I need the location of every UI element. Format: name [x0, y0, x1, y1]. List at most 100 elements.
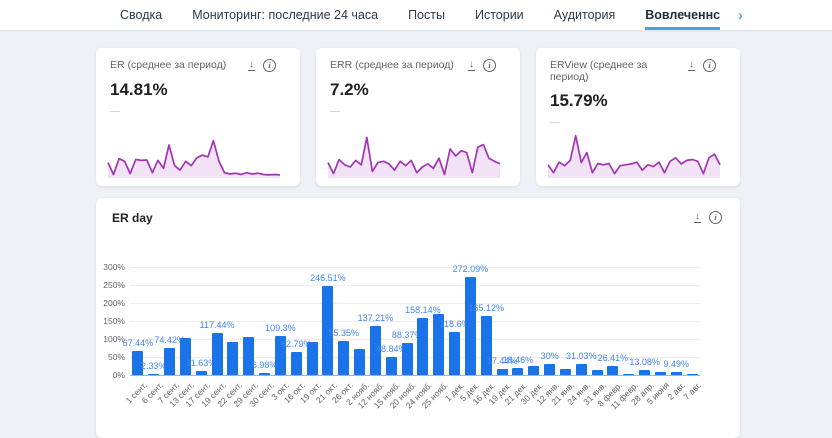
x-axis-label: 7 авг. — [681, 380, 704, 402]
download-icon[interactable]: ↓ — [694, 211, 701, 223]
bar-11 февр.[interactable] — [623, 373, 635, 375]
card-subtitle-dash: — — [330, 106, 340, 117]
card-title: ERView (среднее за период) — [550, 59, 648, 83]
gridline-250% — [130, 285, 700, 286]
bar-1 дек.[interactable] — [449, 332, 461, 375]
gridline-150% — [130, 321, 700, 322]
bar-30 сент.[interactable] — [259, 372, 271, 375]
download-icon[interactable]: ↓ — [468, 59, 475, 71]
gridline-100% — [130, 339, 700, 340]
bar-25 нояб.[interactable] — [433, 313, 445, 375]
bar-1 сент.[interactable] — [132, 350, 144, 375]
gridline-200% — [130, 303, 700, 304]
info-icon[interactable]: i — [709, 211, 722, 224]
bar-16 окт.[interactable] — [290, 352, 302, 375]
bar-value-label: 13.08% — [629, 357, 660, 368]
card-title: ER (среднее за период) — [110, 59, 227, 71]
card-value: 14.81% — [110, 80, 168, 99]
tabs-overflow-chevron-icon[interactable]: › — [738, 7, 743, 23]
card-value: 7.2% — [330, 80, 369, 99]
bar-value-label: 62.79% — [281, 339, 312, 350]
bar-19 окт.[interactable] — [306, 341, 318, 375]
card-title: ERR (среднее за период) — [330, 59, 454, 71]
chart-title: ER day — [112, 211, 153, 225]
sparkline-chart — [107, 139, 281, 178]
bar-26 окт.[interactable] — [338, 340, 350, 375]
y-axis-label: 0% — [112, 370, 125, 380]
bar-12 нояб.[interactable] — [369, 325, 381, 375]
y-axis-label: 150% — [103, 316, 125, 326]
bar-3 окт.[interactable] — [274, 335, 286, 375]
bar-30 дек.[interactable] — [528, 366, 540, 375]
tab-bar: Сводка Мониторинг: последние 24 часа Посты… — [0, 0, 832, 30]
bar-19 сент.[interactable] — [211, 332, 223, 375]
bar-29 сент.[interactable] — [243, 336, 255, 375]
bar-value-label: 109.3% — [265, 322, 296, 333]
bar-22 сент.[interactable] — [227, 341, 239, 375]
bar-16 дек.[interactable] — [480, 315, 492, 375]
bar-value-label: 18.46% — [502, 355, 534, 366]
bar-value-label: 246.51% — [310, 273, 346, 284]
y-axis-label: 50% — [107, 352, 125, 362]
bar-value-label: 26.41% — [597, 352, 629, 363]
info-icon[interactable]: i — [263, 59, 276, 72]
bar-17 сент.[interactable] — [195, 370, 207, 375]
gridline-300% — [130, 267, 700, 268]
y-axis-label: 250% — [103, 280, 125, 290]
bar-7 авг.[interactable] — [686, 373, 698, 375]
bar-21 дек.[interactable] — [512, 368, 524, 375]
bar-value-label: 6.98% — [251, 359, 278, 370]
tab-summary[interactable]: Сводка — [120, 8, 163, 22]
bar-value-label: 95.35% — [328, 327, 360, 338]
tab-monitoring-24h[interactable]: Мониторинг: последние 24 часа — [192, 8, 379, 22]
sparkline-chart — [547, 134, 721, 178]
bar-13 сент.[interactable] — [179, 337, 191, 375]
bar-12 янв.[interactable] — [544, 364, 556, 375]
bar-24 янв.[interactable] — [575, 363, 587, 375]
gridline-0% — [130, 375, 700, 376]
card-value: 15.79% — [550, 91, 608, 110]
bar-2 нояб.[interactable] — [354, 349, 366, 375]
bar-value-label: 137.21% — [357, 312, 394, 323]
tab-stories[interactable]: Истории — [474, 8, 524, 22]
bar-value-label: 2.33% — [141, 360, 167, 371]
download-icon[interactable]: ↓ — [688, 59, 695, 71]
bar-15 нояб.[interactable] — [385, 357, 397, 375]
bar-value-label: 17.44% — [486, 355, 518, 366]
y-axis-label: 200% — [103, 298, 125, 308]
sparkline-chart — [327, 136, 501, 178]
bar-value-label: 158.14% — [405, 305, 441, 316]
bar-24 нояб.[interactable] — [417, 318, 429, 375]
bar-value-label: 165.12% — [468, 302, 505, 313]
bar-8 февр.[interactable] — [607, 365, 619, 375]
info-icon[interactable]: i — [483, 59, 496, 72]
bar-19 дек.[interactable] — [496, 368, 508, 375]
bar-20 нояб.[interactable] — [401, 343, 413, 375]
bar-value-label: 88.37% — [391, 330, 423, 341]
tab-posts[interactable]: Посты — [408, 8, 445, 22]
summary-card-erview: ERView (среднее за период) ↓ i 15.79% — — [536, 48, 740, 186]
bar-5 дек.[interactable] — [464, 277, 476, 375]
y-axis-label: 300% — [103, 262, 125, 272]
bar-31 янв.[interactable] — [591, 370, 603, 375]
bar-21 окт.[interactable] — [322, 286, 334, 375]
tab-audience[interactable]: Аудитория — [553, 8, 616, 22]
bar-28 апр.[interactable] — [639, 370, 651, 375]
er-day-card: ER day ↓ i 0% 50% 100% 150% 200% 250% 300% 67.4… — [96, 198, 740, 438]
bar-value-label: 74.42% — [154, 335, 185, 346]
bar-value-label: 31.03% — [566, 350, 597, 361]
bar-value-label: 30% — [540, 351, 559, 362]
bar-21 янв.[interactable] — [559, 369, 571, 375]
bar-value-label: 48.84% — [376, 344, 407, 355]
gridline-50% — [130, 357, 700, 358]
info-icon[interactable]: i — [703, 59, 716, 72]
download-icon[interactable]: ↓ — [248, 59, 255, 71]
bar-value-label: 118.6% — [439, 319, 470, 330]
bar-value-label: 117.44% — [199, 319, 235, 330]
bar-2 авг.[interactable] — [670, 371, 682, 375]
summary-card-err: ERR (среднее за период) ↓ i 7.2% — — [316, 48, 520, 186]
tab-engagement[interactable]: Вовлеченнс — [645, 0, 721, 30]
bar-5 июня[interactable] — [654, 372, 666, 375]
bar-7 сент.[interactable] — [164, 348, 176, 375]
bar-6 сент.[interactable] — [148, 373, 160, 375]
